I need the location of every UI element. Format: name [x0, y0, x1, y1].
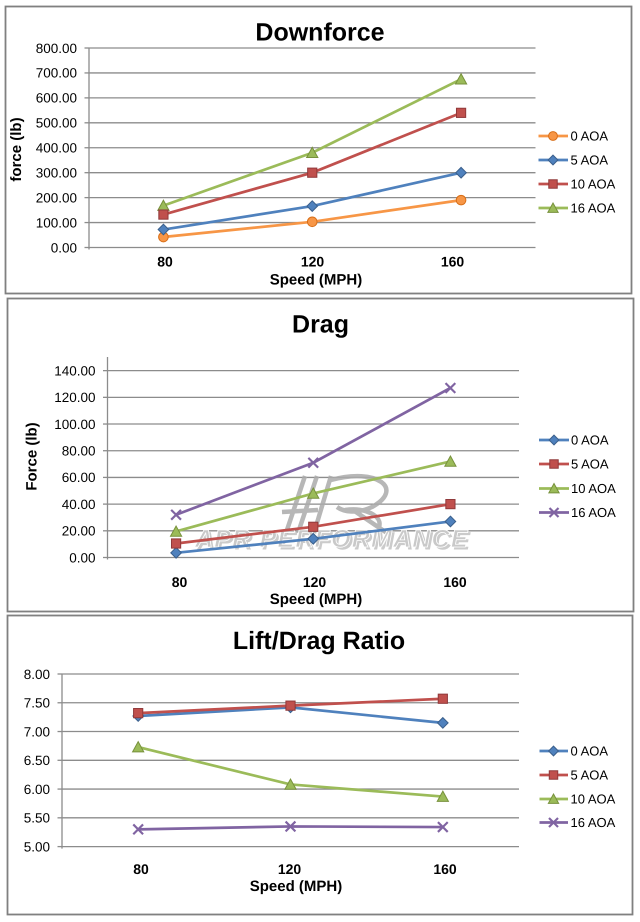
svg-text:100.00: 100.00: [54, 417, 95, 432]
svg-text:120.00: 120.00: [54, 390, 95, 405]
svg-text:Speed (MPH): Speed (MPH): [270, 272, 363, 289]
svg-text:40.00: 40.00: [62, 497, 96, 512]
svg-text:10 AOA: 10 AOA: [571, 792, 616, 807]
svg-text:140.00: 140.00: [54, 363, 95, 378]
svg-text:160: 160: [443, 574, 467, 590]
svg-text:Speed (MPH): Speed (MPH): [270, 591, 363, 608]
svg-text:60.00: 60.00: [62, 470, 96, 485]
svg-text:80: 80: [157, 254, 173, 270]
svg-text:16 AOA: 16 AOA: [571, 201, 616, 216]
svg-text:120: 120: [303, 574, 327, 590]
svg-text:Lift/Drag Ratio: Lift/Drag Ratio: [233, 627, 405, 655]
svg-text:6.00: 6.00: [24, 782, 50, 797]
svg-text:5 AOA: 5 AOA: [571, 457, 609, 472]
svg-text:5.00: 5.00: [24, 839, 50, 854]
svg-text:160: 160: [433, 861, 457, 877]
svg-text:20.00: 20.00: [62, 524, 96, 539]
svg-text:5 AOA: 5 AOA: [571, 153, 609, 168]
svg-text:800.00: 800.00: [36, 41, 77, 56]
svg-text:300.00: 300.00: [36, 165, 77, 180]
svg-text:160: 160: [441, 254, 465, 270]
svg-text:APR PERFORMANCE: APR PERFORMANCE: [197, 528, 472, 556]
svg-text:120: 120: [301, 254, 325, 270]
svg-text:500.00: 500.00: [36, 116, 77, 131]
svg-text:0.00: 0.00: [69, 550, 95, 565]
svg-text:6.50: 6.50: [24, 753, 50, 768]
svg-text:700.00: 700.00: [36, 66, 77, 81]
svg-text:16 AOA: 16 AOA: [571, 505, 616, 520]
svg-text:0 AOA: 0 AOA: [571, 433, 609, 448]
svg-text:Drag: Drag: [292, 311, 349, 339]
svg-text:10 AOA: 10 AOA: [571, 177, 616, 192]
svg-text:Force (lb): Force (lb): [24, 422, 41, 490]
svg-text:0 AOA: 0 AOA: [571, 744, 609, 759]
svg-text:5.50: 5.50: [24, 811, 50, 826]
svg-text:Downforce: Downforce: [255, 19, 384, 47]
svg-text:120: 120: [278, 861, 302, 877]
svg-text:600.00: 600.00: [36, 91, 77, 106]
svg-text:APR PERFORMANCE: APR PERFORMANCE: [194, 525, 469, 553]
svg-text:0 AOA: 0 AOA: [571, 129, 609, 144]
svg-text:Speed (MPH): Speed (MPH): [250, 878, 343, 895]
svg-text:200.00: 200.00: [36, 190, 77, 205]
svg-text:400.00: 400.00: [36, 141, 77, 156]
svg-text:80.00: 80.00: [62, 444, 96, 459]
svg-text:7.50: 7.50: [24, 696, 50, 711]
svg-text:16 AOA: 16 AOA: [571, 815, 616, 830]
svg-text:7.00: 7.00: [24, 724, 50, 739]
svg-text:10 AOA: 10 AOA: [571, 481, 616, 496]
svg-text:80: 80: [133, 861, 149, 877]
svg-text:100.00: 100.00: [36, 215, 77, 230]
svg-text:80: 80: [172, 574, 188, 590]
svg-text:0.00: 0.00: [51, 240, 77, 255]
svg-text:force (lb): force (lb): [8, 117, 25, 181]
svg-text:5 AOA: 5 AOA: [571, 768, 609, 783]
svg-text:8.00: 8.00: [24, 667, 50, 682]
